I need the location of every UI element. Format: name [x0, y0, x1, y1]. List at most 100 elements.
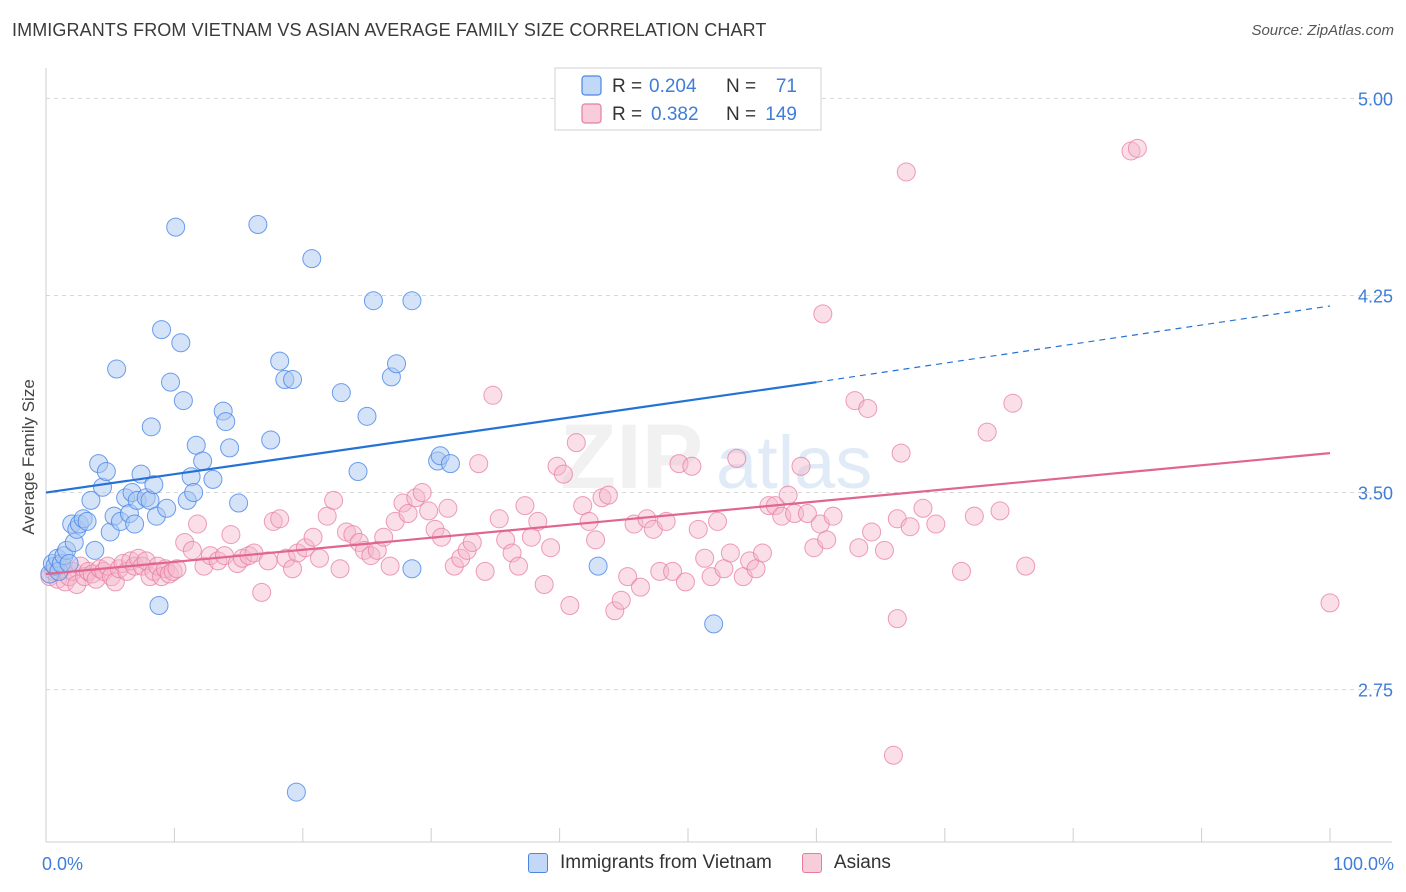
vietnam-point-64 — [402, 291, 422, 311]
asians-point-60 — [343, 525, 363, 545]
asians-point-54 — [303, 527, 323, 547]
asians-point-128 — [778, 485, 798, 505]
vietnam-point-15 — [81, 490, 101, 510]
asians-point-93 — [553, 464, 573, 484]
legend-blue-r-value: 0.204 — [649, 76, 697, 97]
asians-point-154 — [887, 609, 907, 629]
vietnam-point-53 — [261, 430, 281, 450]
asians-point-34 — [175, 532, 195, 552]
asians-point-90 — [534, 574, 554, 594]
vietnam-point-27 — [125, 514, 145, 534]
vietnam-point-50 — [220, 438, 240, 458]
vietnam-point-67 — [440, 454, 460, 474]
legend-blue-r-label: R = — [612, 76, 642, 97]
vietnam-point-58 — [331, 383, 351, 403]
asians-point-158 — [883, 745, 903, 765]
asians-point-68 — [393, 493, 413, 513]
asians-point-100 — [598, 485, 618, 505]
legend-pink-n-value: 149 — [765, 104, 797, 125]
y-axis-label: Average Family Size — [19, 379, 38, 535]
vietnam-point-69 — [588, 556, 608, 576]
zipatlas-watermark: ZIP atlas — [560, 406, 872, 508]
svg-text:ZIP: ZIP — [560, 406, 703, 508]
asians-point-57 — [324, 490, 344, 510]
vietnam-trend-line — [45, 381, 817, 494]
legend-label-vietnam: Immigrants from Vietnam — [560, 852, 772, 873]
asians-point-113 — [682, 456, 702, 476]
asians-point-124 — [752, 543, 772, 563]
asians-point-35 — [182, 540, 202, 560]
asians-point-101 — [605, 601, 625, 621]
asians-point-66 — [380, 556, 400, 576]
asians-point-120 — [727, 448, 747, 468]
legend-label-asians: Asians — [833, 852, 891, 873]
asians-point-155 — [896, 162, 916, 182]
vietnam-point-32 — [141, 417, 161, 437]
vietnam-point-14 — [77, 511, 97, 531]
asians-point-72 — [419, 501, 439, 521]
asians-point-94 — [560, 596, 580, 616]
vietnam-point-22 — [107, 359, 127, 379]
asians-point-147 — [990, 501, 1010, 521]
asians-point-143 — [926, 514, 946, 534]
chart-source: Source: ZipAtlas.com — [1251, 22, 1394, 39]
vietnam-point-60 — [357, 406, 377, 426]
asians-point-51 — [283, 559, 303, 579]
asians-point-63 — [361, 546, 381, 566]
asians-point-136 — [849, 538, 869, 558]
asians-point-131 — [797, 504, 817, 524]
asians-point-15 — [98, 556, 118, 576]
asians-point-92 — [547, 456, 567, 476]
asians-point-55 — [309, 548, 329, 568]
grid-layer — [46, 97, 1392, 691]
asians-point-141 — [900, 517, 920, 537]
vietnam-point-19 — [96, 462, 116, 482]
vietnam-point-52 — [248, 215, 268, 235]
asians-point-7 — [67, 574, 87, 594]
asians-point-70 — [406, 488, 426, 508]
asians-point-95 — [566, 433, 586, 453]
asians-point-41 — [221, 525, 241, 545]
tick-labels: 2.75 3.50 4.25 5.00 0.0% 100.0% — [42, 89, 1394, 874]
trend-lines — [45, 305, 1331, 576]
asians-point-146 — [977, 422, 997, 442]
asians-point-89 — [528, 511, 548, 531]
asians-point-46 — [252, 582, 272, 602]
vietnam-point-57 — [302, 249, 322, 269]
asians-point-82 — [483, 385, 503, 405]
vietnam-point-68 — [402, 559, 422, 579]
vietnam-point-63 — [387, 354, 407, 374]
asians-point-58 — [330, 559, 350, 579]
legend-swatch-asians — [801, 853, 822, 873]
asians-point-103 — [618, 567, 638, 587]
vietnam-point-36 — [152, 320, 172, 340]
legend-pink-swatch — [581, 103, 602, 124]
vietnam-point-71 — [286, 782, 306, 802]
asians-point-105 — [630, 577, 650, 597]
asians-point-77 — [451, 548, 471, 568]
vietnam-point-16 — [85, 540, 105, 560]
asians-point-87 — [515, 496, 535, 516]
vietnam-points — [40, 215, 724, 802]
legend-pink-r-label: R = — [612, 104, 642, 125]
asians-point-83 — [489, 509, 509, 529]
asians-point-130 — [791, 456, 811, 476]
vietnam-point-35 — [149, 596, 169, 616]
asians-point-144 — [951, 561, 971, 581]
asians-point-28 — [148, 556, 168, 576]
legend-blue-n-label: N = — [726, 76, 756, 97]
asians-point-135 — [823, 506, 843, 526]
asians-point-81 — [475, 561, 495, 581]
asians-point-91 — [541, 538, 561, 558]
series-legend: Immigrants from Vietnam Asians — [528, 852, 921, 874]
asians-point-49 — [270, 509, 290, 529]
asians-point-140 — [891, 443, 911, 463]
asians-point-80 — [469, 454, 489, 474]
vietnam-point-18 — [92, 477, 112, 497]
asians-point-114 — [688, 519, 708, 539]
vietnam-point-61 — [363, 291, 383, 311]
asians-point-50 — [276, 548, 296, 568]
legend-blue-swatch — [581, 75, 602, 96]
legend-pink-n-label: N = — [726, 104, 756, 125]
